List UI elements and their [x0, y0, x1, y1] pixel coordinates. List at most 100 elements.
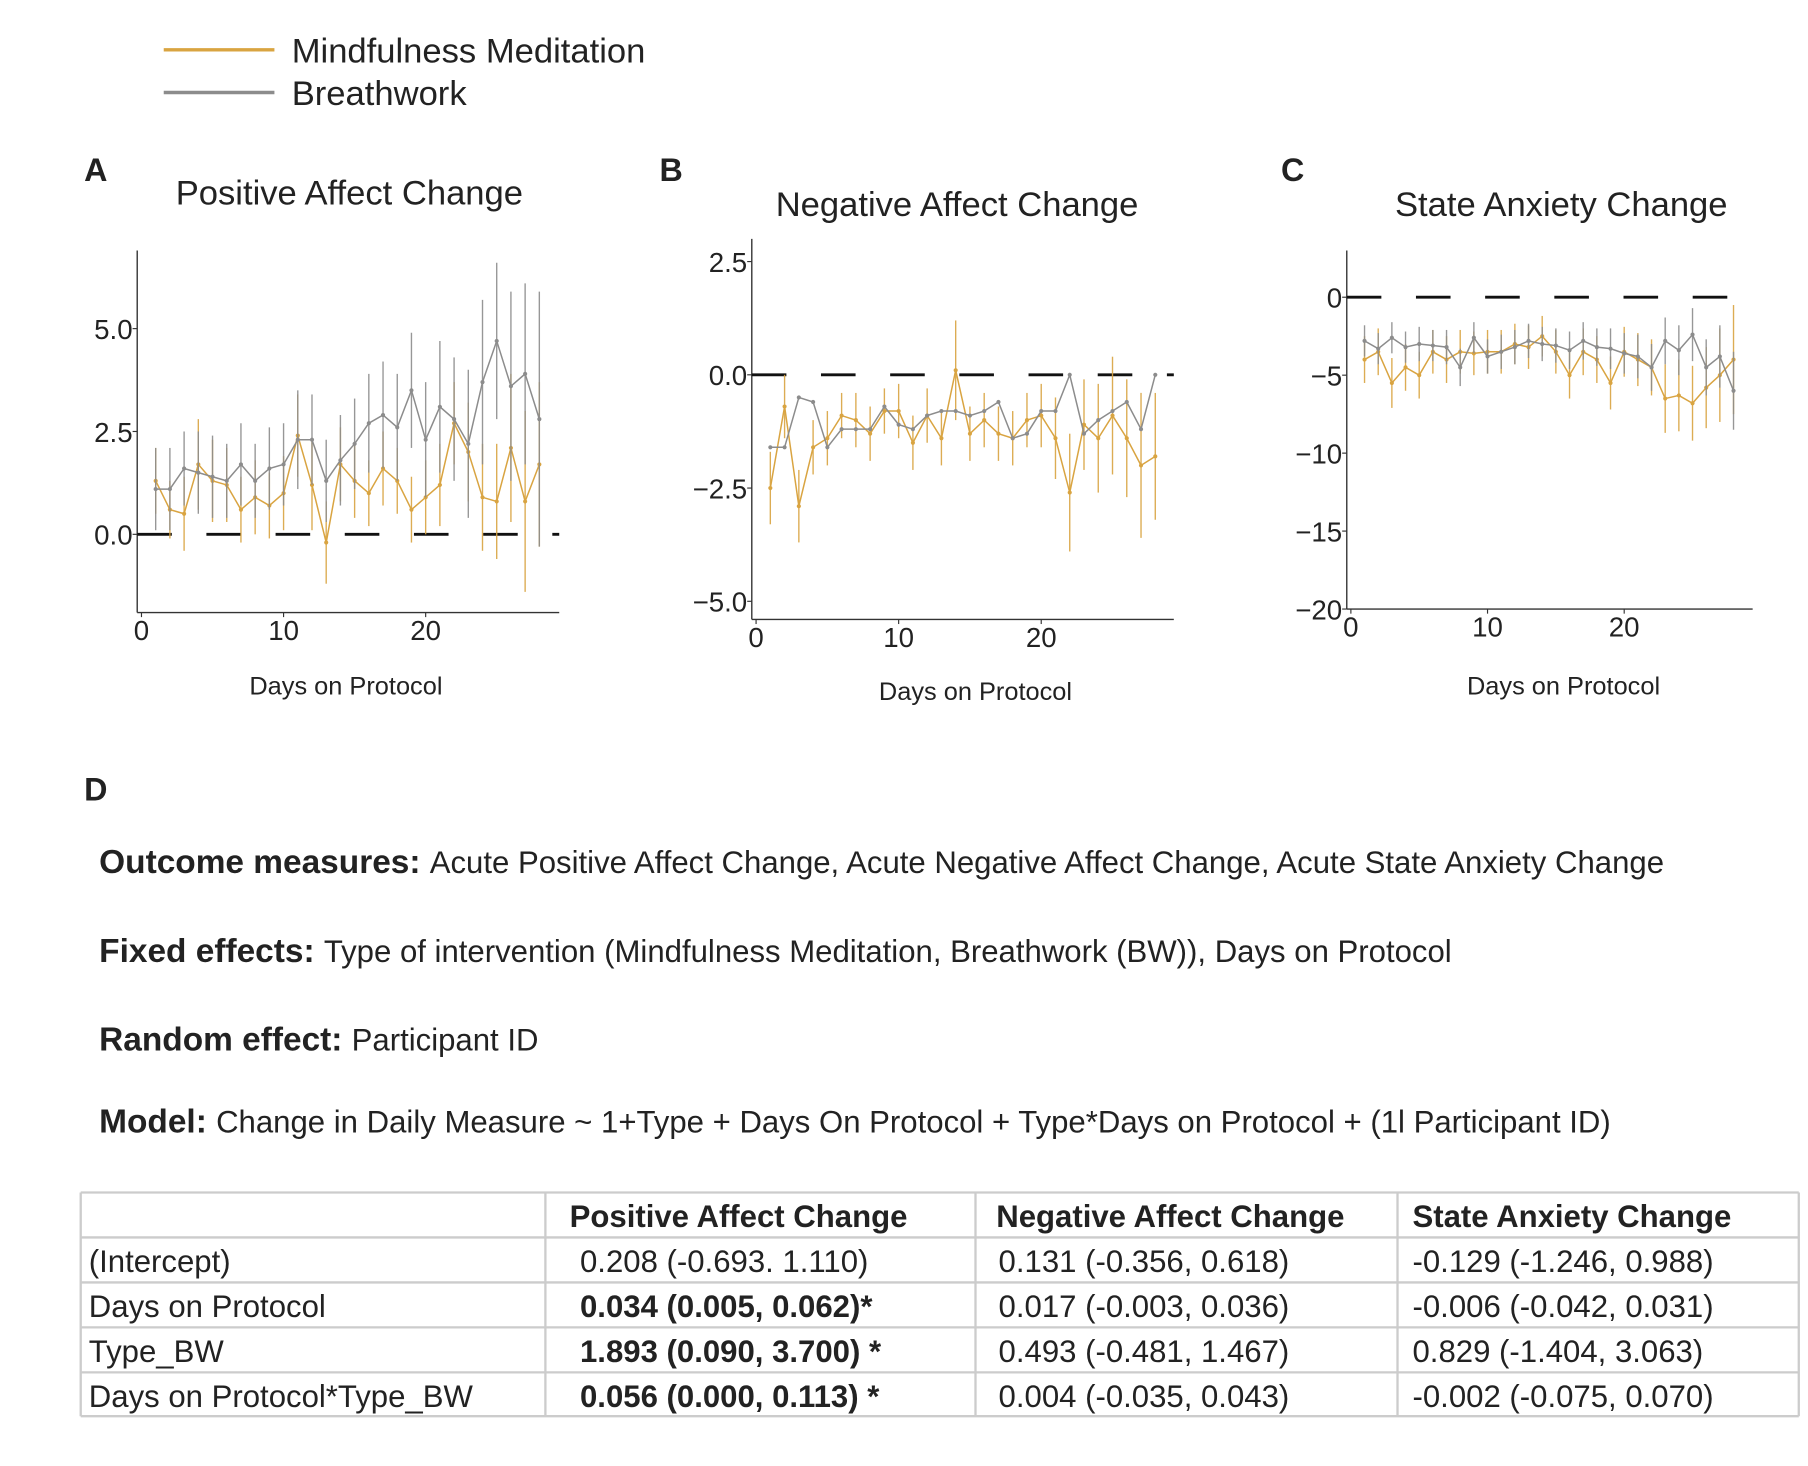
data-point — [437, 482, 442, 488]
data-point — [925, 413, 930, 418]
statement-text: Acute Positive Affect Change, Acute Nega… — [430, 845, 1664, 880]
data-point — [494, 338, 499, 344]
data-point — [1663, 396, 1668, 401]
data-point — [380, 466, 386, 471]
x-tick-label: 10 — [883, 622, 914, 653]
data-point — [1622, 351, 1627, 356]
data-point — [224, 478, 229, 483]
x-axis-label: Days on Protocol — [1467, 672, 1660, 700]
data-point — [182, 466, 187, 471]
data-point — [953, 368, 958, 373]
statement-label: Fixed effects: — [99, 933, 314, 970]
data-point — [1553, 343, 1558, 348]
data-point — [967, 413, 973, 418]
data-point — [466, 441, 471, 446]
data-point — [1567, 373, 1572, 378]
data-point — [1526, 338, 1531, 343]
table-cell: 0.004 (-0.035, 0.043) — [999, 1379, 1290, 1414]
data-point — [1717, 354, 1722, 359]
data-point — [480, 380, 485, 385]
data-point — [1731, 388, 1736, 393]
data-point — [882, 408, 887, 414]
data-point — [196, 470, 201, 475]
data-point — [1704, 365, 1709, 370]
data-point — [324, 540, 329, 545]
data-point — [409, 507, 414, 512]
data-point — [982, 418, 987, 423]
data-point — [896, 422, 901, 427]
y-tick-label: −20 — [1295, 594, 1342, 625]
x-tick-label: 20 — [1609, 612, 1640, 643]
series-line — [1364, 333, 1735, 392]
data-point — [1663, 338, 1668, 343]
data-point — [796, 395, 801, 400]
data-point — [494, 499, 499, 504]
panel-label: D — [84, 771, 107, 807]
data-point — [868, 431, 873, 436]
data-point — [868, 427, 873, 432]
data-point — [1567, 348, 1572, 353]
data-point — [996, 431, 1001, 436]
y-tick-label: 2.5 — [709, 247, 747, 278]
data-point — [853, 418, 858, 423]
table-cell: 0.017 (-0.003, 0.036) — [999, 1289, 1290, 1324]
data-point — [1485, 354, 1490, 359]
data-point — [1010, 436, 1015, 441]
data-point — [782, 445, 787, 450]
table-cell: (Intercept) — [89, 1244, 231, 1279]
x-tick-label: 10 — [268, 615, 299, 646]
data-point — [1053, 408, 1058, 414]
data-point — [1540, 341, 1545, 347]
data-point — [939, 408, 944, 414]
legend-label: Mindfulness Meditation — [292, 32, 646, 70]
data-point — [309, 482, 315, 488]
data-point — [910, 440, 915, 445]
data-point — [1635, 354, 1640, 359]
y-tick-label: −2.5 — [693, 473, 748, 504]
data-point — [295, 437, 300, 442]
data-point — [1053, 436, 1058, 441]
data-point — [1110, 413, 1115, 418]
data-point — [423, 437, 428, 442]
table-header: Negative Affect Change — [996, 1199, 1344, 1234]
data-point — [910, 427, 915, 432]
y-tick-label: 0.0 — [709, 360, 747, 391]
data-point — [996, 399, 1001, 405]
data-point — [1430, 343, 1435, 348]
data-point — [796, 504, 801, 509]
data-point — [1362, 357, 1367, 362]
data-point — [811, 445, 816, 450]
data-point — [437, 404, 442, 409]
data-point — [338, 458, 343, 463]
panel-label: A — [84, 152, 107, 188]
data-point — [1512, 345, 1517, 350]
data-point — [811, 399, 816, 405]
table-cell: Type_BW — [89, 1334, 225, 1369]
statement-text: Change in Daily Measure ~ 1+Type + Days … — [216, 1105, 1611, 1140]
y-tick-label: 2.5 — [94, 417, 132, 448]
data-point — [1153, 372, 1158, 377]
data-point — [982, 408, 987, 414]
table-cell: 1.893 (0.090, 3.700) * — [580, 1334, 882, 1369]
data-point — [1417, 341, 1422, 347]
data-point — [1138, 427, 1144, 432]
y-tick-label: 0.0 — [94, 520, 132, 551]
x-axis-label: Days on Protocol — [249, 672, 442, 700]
data-point — [1124, 399, 1129, 405]
table-cell: Days on Protocol — [89, 1289, 326, 1324]
chart-title: Negative Affect Change — [776, 186, 1139, 224]
data-point — [395, 478, 400, 483]
data-point — [281, 462, 286, 467]
series-line — [769, 370, 1156, 507]
series-line — [770, 372, 1157, 449]
x-axis-label: Days on Protocol — [879, 678, 1072, 706]
data-point — [1389, 335, 1394, 340]
data-point — [1081, 422, 1087, 427]
data-point — [1417, 373, 1422, 378]
data-point — [153, 486, 158, 492]
data-point — [1362, 338, 1367, 343]
table-cell: 0.829 (-1.404, 3.063) — [1412, 1334, 1703, 1369]
data-point — [853, 427, 858, 432]
data-point — [523, 499, 528, 504]
